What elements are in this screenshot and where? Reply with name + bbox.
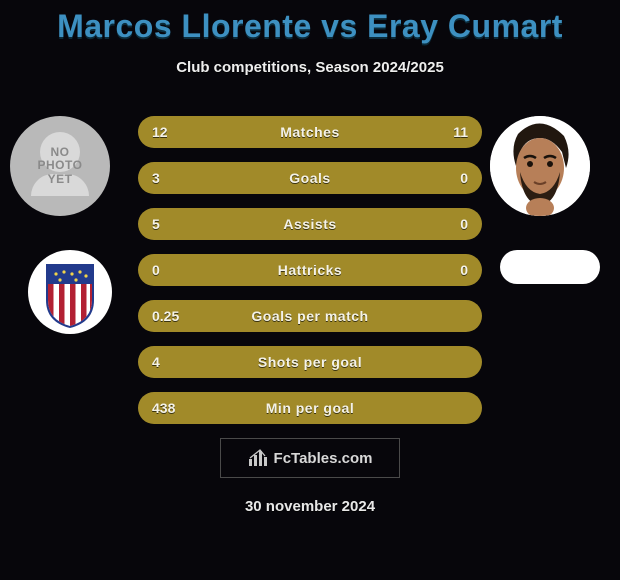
stat-label: Min per goal — [138, 400, 482, 416]
stat-row-min-per-goal: 438 Min per goal — [138, 392, 482, 424]
content-area: NO PHOTO YET — [0, 116, 620, 515]
stats-list: 12 Matches 11 3 Goals 0 5 Assists 0 0 Ha… — [138, 116, 482, 424]
brand-text: FcTables.com — [274, 450, 373, 467]
stat-label: Hattricks — [138, 262, 482, 278]
stat-row-hattricks: 0 Hattricks 0 — [138, 254, 482, 286]
no-photo-text: NO PHOTO YET — [38, 146, 83, 186]
no-photo-line3: YET — [48, 172, 73, 186]
subtitle: Club competitions, Season 2024/2025 — [0, 59, 620, 76]
stat-left-value: 12 — [152, 124, 168, 140]
stat-right-value: 0 — [460, 170, 468, 186]
infographic-container: Marcos Llorente vs Eray Cumart Club comp… — [0, 0, 620, 580]
player-left-avatar: NO PHOTO YET — [10, 116, 110, 216]
stat-left-value: 4 — [152, 354, 160, 370]
stat-right-value: 0 — [460, 262, 468, 278]
player-right-club-badge — [500, 250, 600, 284]
stat-row-assists: 5 Assists 0 — [138, 208, 482, 240]
club-badge-left-icon — [28, 250, 112, 334]
stat-label: Goals — [138, 170, 482, 186]
stat-row-goals: 3 Goals 0 — [138, 162, 482, 194]
player-left-club-badge — [28, 250, 112, 334]
no-photo-placeholder: NO PHOTO YET — [10, 116, 110, 216]
player-right-face-icon — [490, 116, 590, 216]
stat-row-goals-per-match: 0.25 Goals per match — [138, 300, 482, 332]
stat-left-value: 0 — [152, 262, 160, 278]
stat-row-matches: 12 Matches 11 — [138, 116, 482, 148]
stat-left-value: 438 — [152, 400, 175, 416]
player-right-avatar — [490, 116, 590, 216]
no-photo-line2: PHOTO — [38, 158, 83, 172]
stat-label: Shots per goal — [138, 354, 482, 370]
no-photo-line1: NO — [50, 145, 69, 159]
stat-label: Matches — [138, 124, 482, 140]
stat-left-value: 0.25 — [152, 308, 179, 324]
stat-label: Assists — [138, 216, 482, 232]
footer-date: 30 november 2024 — [0, 498, 620, 515]
stat-left-value: 5 — [152, 216, 160, 232]
stat-row-shots-per-goal: 4 Shots per goal — [138, 346, 482, 378]
stat-left-value: 3 — [152, 170, 160, 186]
stat-right-value: 0 — [460, 216, 468, 232]
stat-right-value: 11 — [453, 124, 468, 140]
bar-chart-icon — [248, 449, 268, 467]
stat-label: Goals per match — [138, 308, 482, 324]
brand-box[interactable]: FcTables.com — [220, 438, 400, 478]
page-title: Marcos Llorente vs Eray Cumart — [0, 0, 620, 45]
